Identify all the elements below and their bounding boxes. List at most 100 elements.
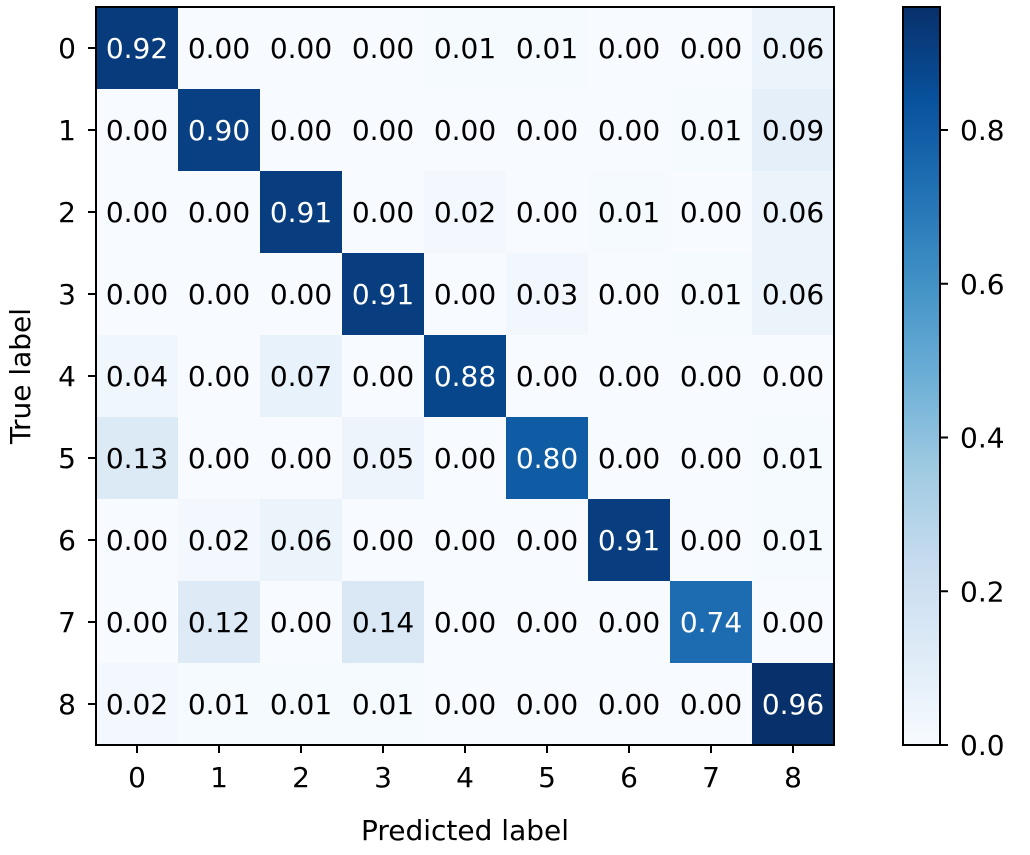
- heatmap-cell-1-7: [670, 89, 752, 171]
- heatmap-cell-6-0: [96, 499, 178, 581]
- cell-value-3-8: 0.06: [762, 278, 824, 311]
- cell-value-4-2: 0.07: [270, 360, 332, 393]
- heatmap-cell-1-8: [752, 89, 834, 171]
- cell-value-0-0: 0.92: [106, 32, 168, 65]
- cell-value-4-7: 0.00: [680, 360, 742, 393]
- cell-value-5-0: 0.13: [106, 442, 168, 475]
- heatmap-cell-7-8: [752, 581, 834, 663]
- heatmap-cell-1-0: [96, 89, 178, 171]
- heatmap-cell-2-0: [96, 171, 178, 253]
- cell-value-1-6: 0.00: [598, 114, 660, 147]
- cell-value-1-4: 0.00: [434, 114, 496, 147]
- colorbar-tick-label-0: 0.0: [960, 729, 1005, 762]
- heatmap-cell-2-7: [670, 171, 752, 253]
- cell-value-7-1: 0.12: [188, 606, 250, 639]
- heatmap-cell-7-1: [178, 581, 260, 663]
- cell-value-8-4: 0.00: [434, 688, 496, 721]
- heatmap-cell-0-1: [178, 7, 260, 89]
- heatmap-cell-2-3: [342, 171, 424, 253]
- cell-value-1-5: 0.00: [516, 114, 578, 147]
- cell-value-8-5: 0.00: [516, 688, 578, 721]
- y-tick-label-3: 3: [58, 278, 76, 311]
- cell-value-1-7: 0.01: [680, 114, 742, 147]
- heatmap-cell-4-6: [588, 335, 670, 417]
- heatmap-cell-0-5: [506, 7, 588, 89]
- cell-value-0-1: 0.00: [188, 32, 250, 65]
- heatmap-cell-0-7: [670, 7, 752, 89]
- heatmap-cell-0-6: [588, 7, 670, 89]
- heatmap-cell-4-4: [424, 335, 506, 417]
- x-tick-label-8: 8: [784, 761, 802, 794]
- colorbar-tick-label-4: 0.8: [960, 114, 1005, 147]
- cell-value-4-5: 0.00: [516, 360, 578, 393]
- cell-value-7-4: 0.00: [434, 606, 496, 639]
- heatmap-cell-8-6: [588, 663, 670, 745]
- heatmap-cell-5-0: [96, 417, 178, 499]
- heatmap-cells: [96, 7, 834, 745]
- heatmap-cell-2-4: [424, 171, 506, 253]
- heatmap-cell-6-1: [178, 499, 260, 581]
- cell-value-3-5: 0.03: [516, 278, 578, 311]
- y-tick-label-6: 6: [58, 524, 76, 557]
- y-tick-label-4: 4: [58, 360, 76, 393]
- heatmap-cell-6-4: [424, 499, 506, 581]
- cell-value-5-1: 0.00: [188, 442, 250, 475]
- cell-value-4-1: 0.00: [188, 360, 250, 393]
- cell-value-3-1: 0.00: [188, 278, 250, 311]
- colorbar: [902, 6, 941, 746]
- y-axis-ticks: 0 1 2 3 4 5 6 7 8: [58, 32, 96, 721]
- cell-value-7-3: 0.14: [352, 606, 414, 639]
- heatmap-cell-labels: 0.92 0.00 0.00 0.00 0.01 0.01 0.00 0.00 0.06 0.00…: [106, 32, 824, 721]
- heatmap-cell-5-8: [752, 417, 834, 499]
- heatmap-cell-3-5: [506, 253, 588, 335]
- cell-value-4-4: 0.88: [434, 360, 496, 393]
- y-tick-label-2: 2: [58, 196, 76, 229]
- heatmap-cell-4-3: [342, 335, 424, 417]
- cell-value-1-2: 0.00: [270, 114, 332, 147]
- cell-value-6-0: 0.00: [106, 524, 168, 557]
- heatmap-cell-5-3: [342, 417, 424, 499]
- heatmap-cell-7-0: [96, 581, 178, 663]
- cell-value-2-2: 0.91: [270, 196, 332, 229]
- cell-value-1-1: 0.90: [188, 114, 250, 147]
- heatmap-cell-6-8: [752, 499, 834, 581]
- heatmap-cell-8-1: [178, 663, 260, 745]
- cell-value-6-7: 0.00: [680, 524, 742, 557]
- cell-value-0-5: 0.01: [516, 32, 578, 65]
- heatmap-cell-2-8: [752, 171, 834, 253]
- x-tick-label-0: 0: [128, 761, 146, 794]
- cell-value-0-7: 0.00: [680, 32, 742, 65]
- heatmap-cell-6-7: [670, 499, 752, 581]
- heatmap-cell-4-5: [506, 335, 588, 417]
- x-tick-label-2: 2: [292, 761, 310, 794]
- colorbar-tick-label-2: 0.4: [960, 422, 1005, 455]
- heatmap-cell-5-1: [178, 417, 260, 499]
- heatmap-cell-6-3: [342, 499, 424, 581]
- cell-value-3-0: 0.00: [106, 278, 168, 311]
- cell-value-6-8: 0.01: [762, 524, 824, 557]
- heatmap-cell-8-2: [260, 663, 342, 745]
- cell-value-8-6: 0.00: [598, 688, 660, 721]
- cell-value-1-0: 0.00: [106, 114, 168, 147]
- y-tick-label-1: 1: [58, 114, 76, 147]
- heatmap-cell-3-1: [178, 253, 260, 335]
- y-axis-title: True label: [4, 308, 37, 445]
- heatmap-cell-2-5: [506, 171, 588, 253]
- heatmap-cell-8-5: [506, 663, 588, 745]
- cell-value-4-0: 0.04: [106, 360, 168, 393]
- x-tick-label-3: 3: [374, 761, 392, 794]
- heatmap-cell-8-3: [342, 663, 424, 745]
- heatmap-cell-1-5: [506, 89, 588, 171]
- cell-value-0-2: 0.00: [270, 32, 332, 65]
- cell-value-2-0: 0.00: [106, 196, 168, 229]
- cell-value-3-6: 0.00: [598, 278, 660, 311]
- cell-value-5-7: 0.00: [680, 442, 742, 475]
- heatmap-cell-7-5: [506, 581, 588, 663]
- cell-value-2-7: 0.00: [680, 196, 742, 229]
- y-tick-label-7: 7: [58, 606, 76, 639]
- heatmap-cell-4-8: [752, 335, 834, 417]
- heatmap-cell-0-0: [96, 7, 178, 89]
- cell-value-3-4: 0.00: [434, 278, 496, 311]
- heatmap-cell-1-4: [424, 89, 506, 171]
- cell-value-8-2: 0.01: [270, 688, 332, 721]
